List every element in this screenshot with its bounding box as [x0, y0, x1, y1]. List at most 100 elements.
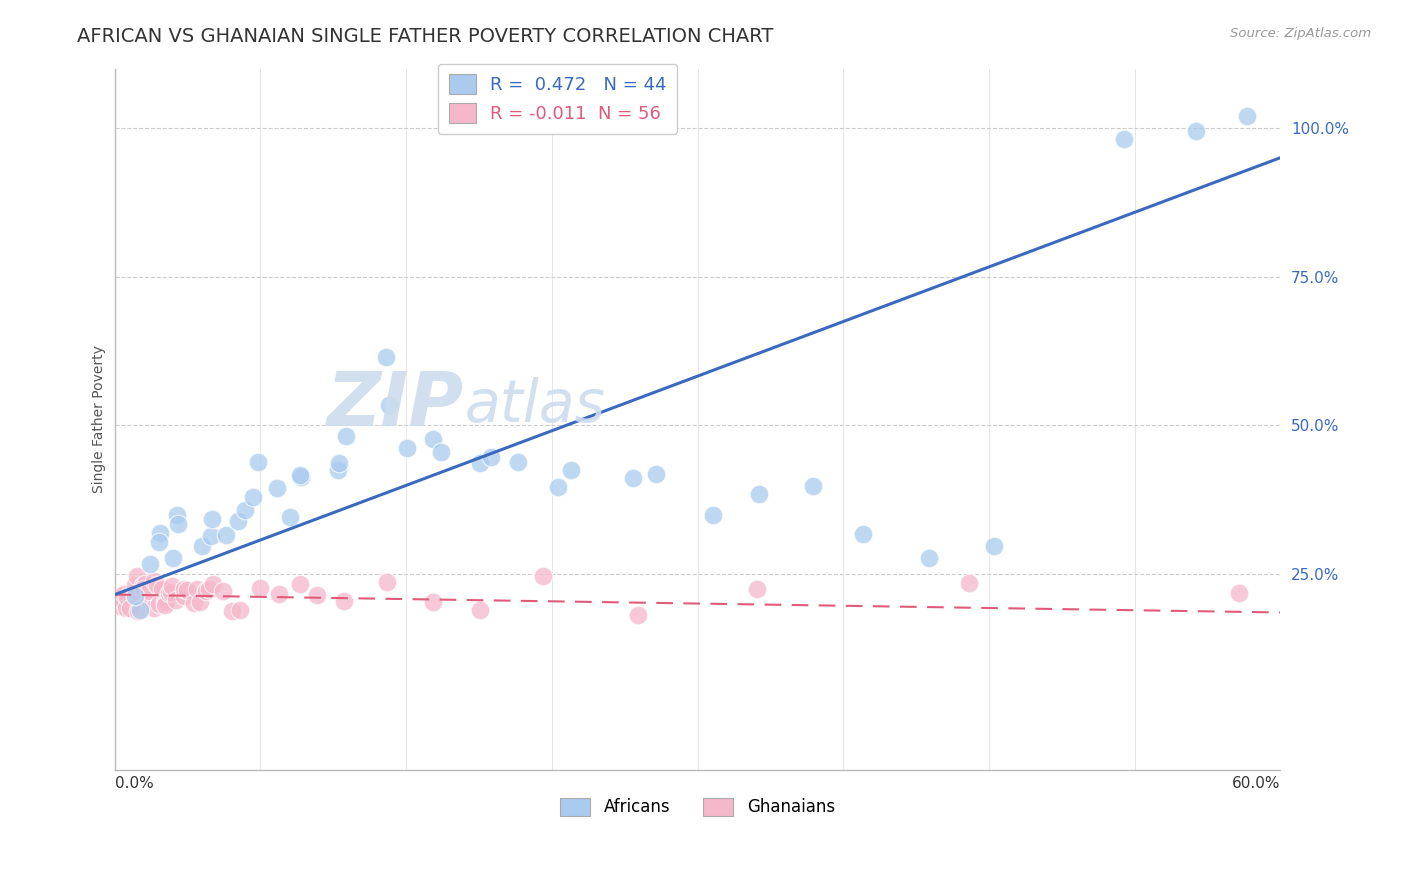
Point	[221, 604, 243, 618]
Point	[165, 593, 187, 607]
Point	[547, 479, 569, 493]
Point	[957, 576, 980, 591]
Point	[290, 469, 312, 483]
Legend: Africans, Ghanaians: Africans, Ghanaians	[551, 789, 844, 825]
Point	[326, 463, 349, 477]
Point	[1185, 123, 1208, 137]
Point	[627, 607, 650, 622]
Point	[155, 594, 177, 608]
Point	[110, 593, 132, 607]
Point	[1227, 586, 1250, 600]
Point	[148, 581, 170, 595]
Text: 0.0%: 0.0%	[115, 776, 153, 791]
Point	[531, 569, 554, 583]
Point	[333, 594, 356, 608]
Point	[430, 444, 453, 458]
Point	[226, 514, 249, 528]
Point	[198, 582, 221, 596]
Point	[148, 534, 170, 549]
Point	[328, 456, 350, 470]
Point	[702, 508, 724, 523]
Point	[1236, 109, 1258, 123]
Point	[138, 584, 160, 599]
Point	[160, 579, 183, 593]
Point	[918, 551, 941, 566]
Point	[983, 539, 1005, 553]
Point	[132, 582, 155, 596]
Point	[142, 601, 165, 615]
Point	[645, 467, 668, 482]
Point	[125, 590, 148, 604]
Point	[125, 569, 148, 583]
Point	[173, 589, 195, 603]
Point	[149, 526, 172, 541]
Point	[145, 578, 167, 592]
Point	[242, 491, 264, 505]
Point	[166, 508, 188, 523]
Point	[468, 603, 491, 617]
Point	[267, 587, 290, 601]
Point	[278, 509, 301, 524]
Point	[155, 595, 177, 609]
Point	[188, 595, 211, 609]
Point	[115, 591, 138, 605]
Point	[183, 597, 205, 611]
Point	[1112, 132, 1135, 146]
Point	[266, 481, 288, 495]
Point	[200, 529, 222, 543]
Point	[138, 593, 160, 607]
Point	[160, 585, 183, 599]
Point	[191, 539, 214, 553]
Point	[375, 350, 398, 364]
Point	[288, 468, 311, 483]
Point	[396, 441, 419, 455]
Point	[335, 429, 357, 443]
Point	[167, 517, 190, 532]
Point	[215, 528, 238, 542]
Point	[115, 601, 138, 615]
Point	[127, 605, 149, 619]
Point	[143, 574, 166, 588]
Point	[186, 582, 208, 596]
Point	[479, 450, 502, 464]
Point	[120, 600, 142, 615]
Point	[148, 597, 170, 611]
Point	[108, 589, 131, 603]
Point	[422, 595, 444, 609]
Point	[747, 486, 769, 500]
Point	[201, 576, 224, 591]
Point	[108, 599, 131, 613]
Point	[112, 595, 135, 609]
Point	[173, 582, 195, 596]
Point	[745, 582, 768, 596]
Point	[246, 455, 269, 469]
Point	[194, 584, 217, 599]
Point	[249, 581, 271, 595]
Point	[233, 503, 256, 517]
Point	[134, 577, 156, 591]
Point	[422, 432, 444, 446]
Point	[125, 584, 148, 599]
Point	[112, 587, 135, 601]
Point	[305, 588, 328, 602]
Point	[150, 582, 173, 597]
Point	[470, 456, 492, 470]
Text: ZIP: ZIP	[328, 368, 464, 442]
Point	[153, 598, 176, 612]
Point	[157, 586, 180, 600]
Point	[129, 603, 152, 617]
Point	[124, 578, 146, 592]
Point	[378, 398, 401, 412]
Point	[375, 574, 398, 589]
Point	[139, 558, 162, 572]
Point	[621, 471, 644, 485]
Point	[288, 577, 311, 591]
Text: AFRICAN VS GHANAIAN SINGLE FATHER POVERTY CORRELATION CHART: AFRICAN VS GHANAIAN SINGLE FATHER POVERT…	[77, 27, 773, 45]
Point	[176, 582, 198, 597]
Point	[508, 455, 530, 469]
Point	[801, 478, 824, 492]
Point	[560, 463, 582, 477]
Point	[212, 583, 235, 598]
Point	[131, 578, 153, 592]
Text: 60.0%: 60.0%	[1232, 776, 1281, 791]
